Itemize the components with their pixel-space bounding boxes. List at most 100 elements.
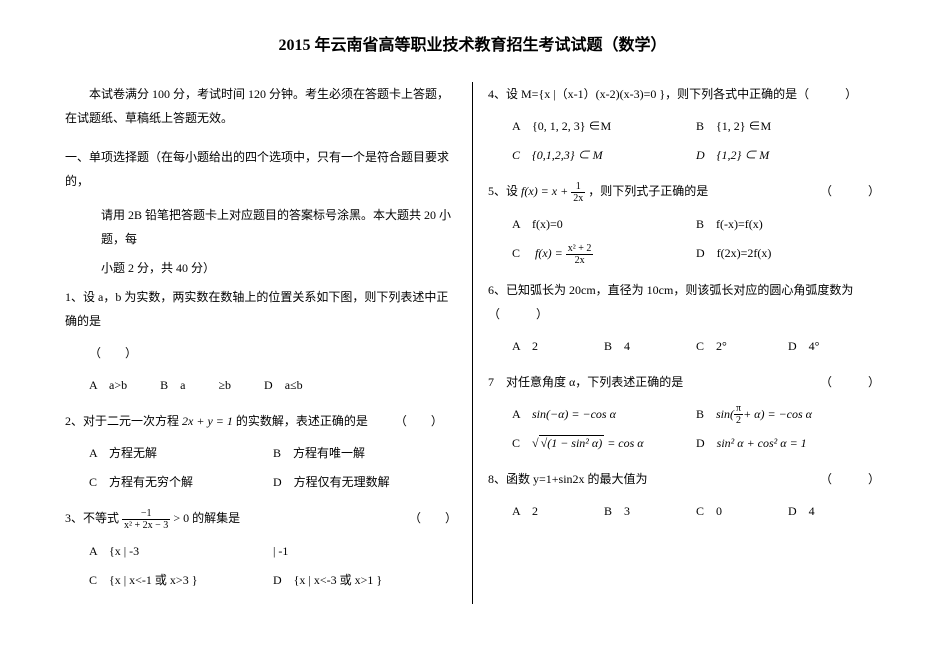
q7-optB-den: 2 — [734, 415, 743, 426]
q8-optC: C 0 — [696, 499, 788, 523]
q6-text: 已知弧长为 20cm，直径为 10cm，则该弧长对应的圆心角弧度数为（ ） — [488, 283, 853, 321]
q8-options: A 2 B 3 C 0 D 4 — [488, 499, 880, 523]
q1-optD: D a≤b — [264, 373, 303, 397]
q6-num: 6、 — [488, 283, 506, 297]
q7-optD-pre: D — [696, 436, 717, 450]
q1-optA: A a>b — [89, 373, 127, 397]
q1-optB: B a — [160, 373, 185, 397]
q3-num: 3、 — [65, 511, 83, 525]
q2-text: 对于二元一次方程 — [83, 414, 179, 428]
q4-optB: B {1, 2} ∈M — [696, 114, 880, 138]
q5-optA: A f(x)=0 — [512, 212, 696, 236]
q4-optD: D {1,2} ⊂ M — [696, 143, 880, 167]
left-column: 本试卷满分 100 分，考试时间 120 分钟。考生必须在答题卡上答题，在试题纸… — [50, 82, 473, 604]
q1-text: 设 a，b 为实数，两实数在数轴上的位置关系如下图，则下列表述中正确的是 — [65, 290, 448, 328]
section-1-header: 一、单项选择题（在每小题给出的四个选项中，只有一个是符合题目要求的， — [65, 145, 457, 193]
q7-options-row2: C √√(1 − sin² α) = cos α D sin² α + cos²… — [488, 431, 880, 455]
q7-options-row1: A sin(−α) = −cos α B sin(π2+ α) = −cos α — [488, 402, 880, 427]
q7-optD: D sin² α + cos² α = 1 — [696, 431, 880, 455]
q7-optA-math: sin(−α) = −cos α — [532, 407, 616, 421]
q2-options-row2: C 方程有无穷个解 D 方程仅有无理数解 — [65, 470, 457, 494]
q6-optB: B 4 — [604, 334, 696, 358]
q5-frac: 1 2x — [571, 181, 585, 204]
q8-paren: （ ） — [820, 467, 880, 491]
q8-num: 8、 — [488, 472, 506, 486]
q5-paren: （ ） — [820, 179, 880, 203]
q5-optD: D f(2x)=2f(x) — [696, 241, 880, 266]
q7-num: 7 — [488, 375, 494, 389]
q7-optC-sqrt-inner: √(1 − sin² α) — [539, 435, 605, 450]
q7-optA: A sin(−α) = −cos α — [512, 402, 696, 427]
q7-optB-num: π — [734, 403, 743, 415]
question-6: 6、已知弧长为 20cm，直径为 10cm，则该弧长对应的圆心角弧度数为（ ） … — [488, 278, 880, 358]
question-5: 5、设 f(x) = x + 1 2x ，则下列式子正确的是 （ ） A f(x… — [488, 179, 880, 266]
q3-frac-num: −1 — [122, 508, 170, 520]
section-1-label: 一、 — [65, 150, 89, 164]
q5-optC-pre: C — [512, 246, 532, 260]
q5-optC-fx: f(x) = — [535, 246, 563, 260]
q3-optC: C {x | x<-1 或 x>3 } — [89, 568, 273, 592]
q3-text2: > 0 的解集是 — [173, 511, 240, 525]
q1-optC: ≥b — [218, 373, 231, 397]
q6-options: A 2 B 4 C 2° D 4° — [488, 334, 880, 358]
q5-optC-den: 2x — [566, 255, 594, 266]
q2-text2: 的实数解，表述正确的是 — [236, 414, 368, 428]
q5-fx: f(x) = x + — [521, 184, 568, 198]
q5-options-row1: A f(x)=0 B f(-x)=f(x) — [488, 212, 880, 236]
q2-paren: （ ） — [371, 409, 443, 433]
q2-optC: C 方程有无穷个解 — [89, 470, 273, 494]
q7-paren: （ ） — [820, 370, 880, 394]
q5-frac-num: 1 — [571, 181, 585, 193]
question-4: 4、设 M={x |（x-1）(x-2)(x-3)=0 }，则下列各式中正确的是… — [488, 82, 880, 167]
q7-optB: B sin(π2+ α) = −cos α — [696, 402, 880, 427]
q7-optA-pre: A — [512, 407, 532, 421]
question-7: 7 对任意角度 α，下列表述正确的是 （ ） A sin(−α) = −cos … — [488, 370, 880, 456]
q1-num: 1、 — [65, 290, 83, 304]
q7-optB-post: + α) = −cos α — [743, 407, 812, 421]
q7-text: 对任意角度 α，下列表述正确的是 — [506, 375, 683, 389]
exam-title: 2015 年云南省高等职业技术教育招生考试试题（数学） — [50, 30, 895, 62]
q1-paren: （ ） — [65, 341, 457, 365]
q8-text: 函数 y=1+sin2x 的最大值为 — [506, 472, 648, 486]
q4-num: 4、 — [488, 87, 506, 101]
q8-optD: D 4 — [788, 499, 880, 523]
q4-optA: A {0, 1, 2, 3} ∈M — [512, 114, 696, 138]
q2-options-row1: A 方程无解 B 方程有唯一解 — [65, 441, 457, 465]
q7-optB-frac: π2 — [734, 403, 743, 426]
q2-optD: D 方程仅有无理数解 — [273, 470, 457, 494]
q3-optB: | -1 — [273, 539, 457, 563]
q1-options: A a>b B a ≥b D a≤b — [65, 373, 457, 397]
q2-num: 2、 — [65, 414, 83, 428]
q8-optB: B 3 — [604, 499, 696, 523]
content-columns: 本试卷满分 100 分，考试时间 120 分钟。考生必须在答题卡上答题，在试题纸… — [50, 82, 895, 604]
q6-optA: A 2 — [512, 334, 604, 358]
intro-text: 本试卷满分 100 分，考试时间 120 分钟。考生必须在答题卡上答题，在试题纸… — [65, 82, 457, 130]
q7-optC: C √√(1 − sin² α) = cos α — [512, 431, 696, 455]
question-8: 8、函数 y=1+sin2x 的最大值为 （ ） A 2 B 3 C 0 D 4 — [488, 467, 880, 523]
q7-optB-pre: B — [696, 407, 716, 421]
q2-optA: A 方程无解 — [89, 441, 273, 465]
q3-options-row1: A {x | -3 | -1 — [65, 539, 457, 563]
q3-optD: D {x | x<-3 或 x>1 } — [273, 568, 457, 592]
q3-options-row2: C {x | x<-1 或 x>3 } D {x | x<-3 或 x>1 } — [65, 568, 457, 592]
section-1-sub2: 小题 2 分，共 40 分） — [65, 256, 457, 280]
q3-paren: （ ） — [409, 506, 457, 530]
right-column: 4、设 M={x |（x-1）(x-2)(x-3)=0 }，则下列各式中正确的是… — [473, 82, 895, 604]
q7-optC-post: = cos α — [607, 436, 643, 450]
q4-options-row1: A {0, 1, 2, 3} ∈M B {1, 2} ∈M — [488, 114, 880, 138]
q5-frac-den: 2x — [571, 193, 585, 204]
q4-text: 设 M={x |（x-1）(x-2)(x-3)=0 }，则下列各式中正确的是（ … — [506, 87, 857, 101]
question-1: 1、设 a，b 为实数，两实数在数轴上的位置关系如下图，则下列表述中正确的是 （… — [65, 285, 457, 397]
q6-optC: C 2° — [696, 334, 788, 358]
q8-optA: A 2 — [512, 499, 604, 523]
q5-text2: ，则下列式子正确的是 — [588, 184, 708, 198]
q5-optC-frac: x² + 2 2x — [566, 243, 594, 266]
q5-optC: C f(x) = x² + 2 2x — [512, 241, 696, 266]
q3-frac: −1 x² + 2x − 3 — [122, 508, 170, 531]
q7-optC-pre: C — [512, 436, 532, 450]
q7-optD-math: sin² α + cos² α = 1 — [717, 436, 807, 450]
q4-options-row2: C {0,1,2,3} ⊂ M D {1,2} ⊂ M — [488, 143, 880, 167]
question-2: 2、对于二元一次方程 2x + y = 1 的实数解，表述正确的是 （ ） A … — [65, 409, 457, 494]
q7-optC-sqrt: √√(1 − sin² α) — [532, 435, 604, 450]
q6-optD: D 4° — [788, 334, 880, 358]
